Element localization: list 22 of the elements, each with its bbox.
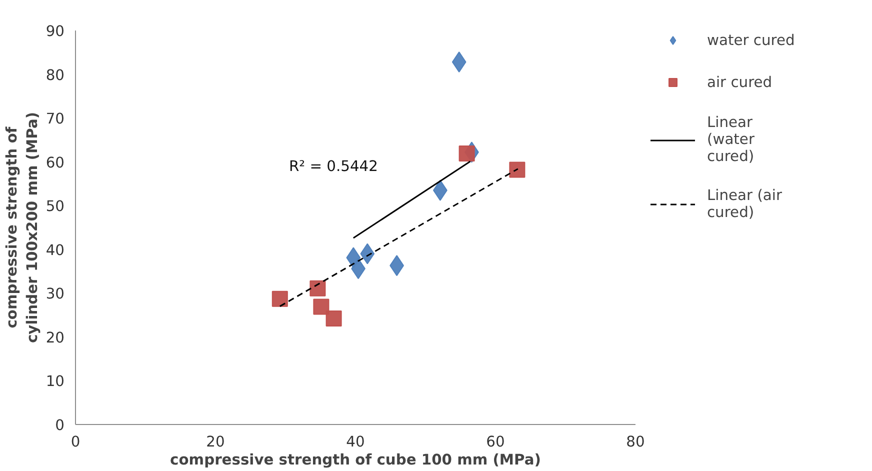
legend-label: air cured: [707, 74, 772, 90]
x-tick-label: 80: [626, 434, 645, 450]
y-tick-label: 20: [46, 329, 65, 346]
legend-label: water cured: [707, 32, 795, 48]
legend-label: Linear (water cured): [707, 114, 754, 165]
x-axis-title: compressive strength of cube 100 mm (MPa): [170, 452, 541, 468]
y-axis-title: compressive strength of cylinder 100x200 mm (MPa): [3, 112, 41, 344]
x-tick-label: 60: [486, 434, 505, 450]
legend-label: Linear (air cured): [707, 187, 782, 221]
y-tick-label: 60: [46, 154, 65, 172]
y-tick-label: 40: [46, 242, 65, 259]
x-tick-label: 0: [70, 434, 80, 450]
y-tick-label: 90: [46, 23, 65, 40]
y-tick-label: 30: [46, 286, 65, 303]
y-tick-label: 50: [46, 198, 65, 216]
annotation: R² = 0.5442: [289, 158, 378, 175]
y-tick-label: 70: [46, 110, 65, 128]
y-tick-label: 0: [55, 417, 65, 434]
x-tick-label: 20: [206, 434, 225, 450]
x-tick-label: 40: [346, 434, 365, 450]
y-tick-label: 80: [46, 66, 65, 84]
y-tick-label: 10: [46, 373, 65, 390]
